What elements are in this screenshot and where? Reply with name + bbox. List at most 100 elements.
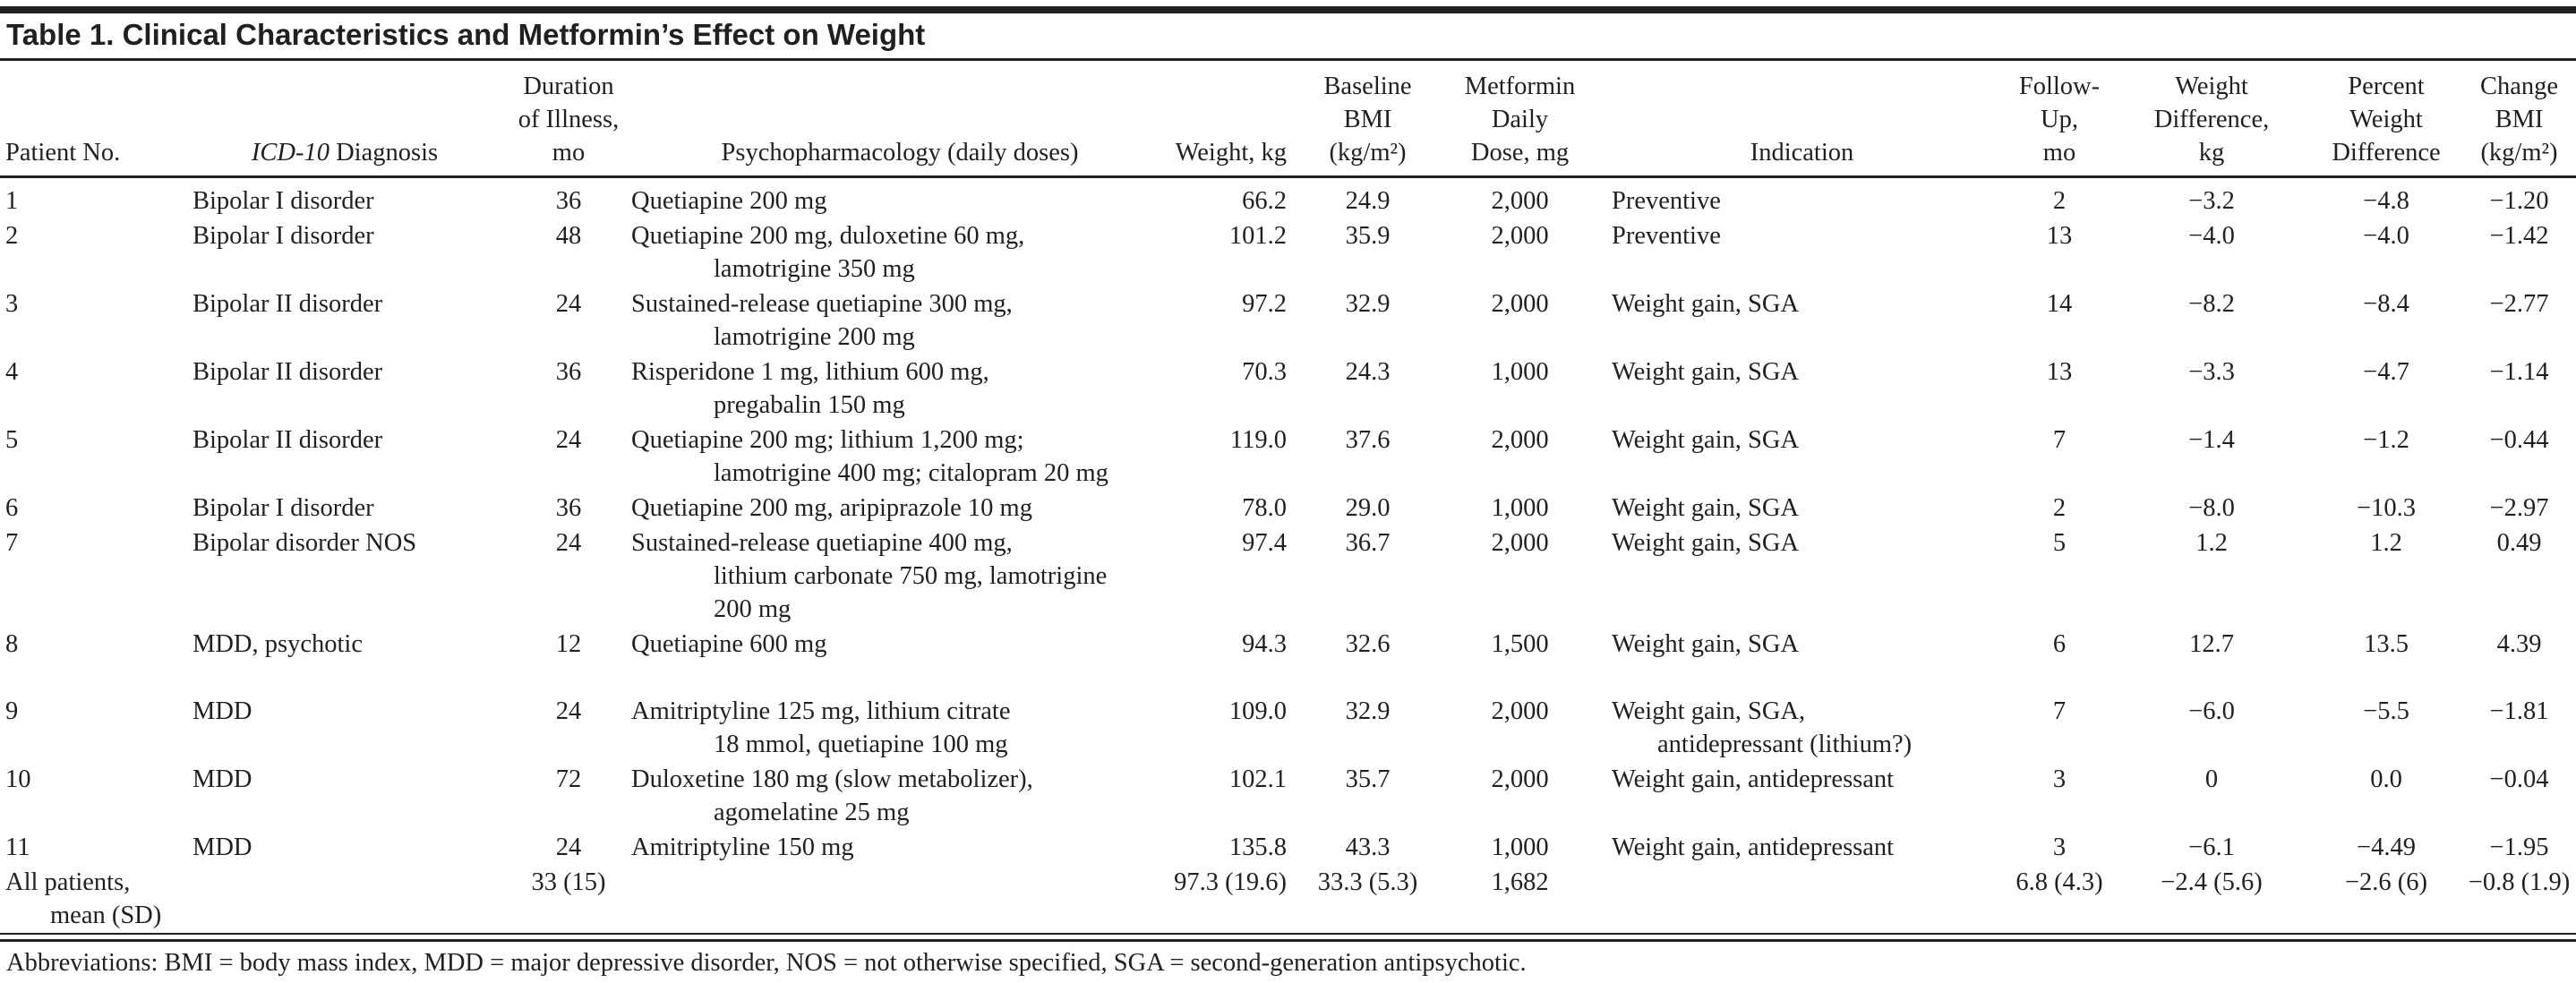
cell-indication: Weight gain, SGA, antidepressant (lithiu… [1612,697,1913,758]
cell-patient-no: 3 [5,290,19,318]
cell-weight-diff: −8.2 [2188,290,2235,318]
cell-diagnosis: Bipolar I disorder [193,222,374,250]
cell-indication: Weight gain, SGA [1612,494,1800,522]
cell-followup: 14 [2046,290,2073,318]
cell-weight-diff: 1.2 [2195,529,2228,557]
cell-bmi: 36.7 [1345,529,1391,557]
table-title: Table 1. Clinical Characteristics and Me… [6,18,926,51]
cell-patient-no: All patients, mean (SD) [5,868,162,929]
cell-bmi: 32.9 [1345,697,1391,725]
cell-patient-no: 1 [5,187,19,215]
cell-bmi: 24.9 [1345,187,1391,215]
cell-bmi: 35.9 [1345,222,1391,250]
cell-duration: 33 (15) [531,868,606,896]
col-header-psychopharmacology: Psychopharmacology (daily doses) [631,61,1168,178]
cell-psychopharm [631,865,1168,933]
cell-weight-diff: −4.0 [2188,222,2235,250]
cell-followup: 6.8 (4.3) [2015,868,2103,896]
cell-weight-diff: −1.4 [2188,426,2235,454]
cell-duration: 36 [555,494,582,522]
cell-metformin: 2,000 [1491,222,1549,250]
cell-metformin: 1,000 [1491,358,1549,386]
col-header-weight: Weight, kg [1168,61,1294,178]
cell-psychopharm: Amitriptyline 125 mg, lithium citrate 18… [631,697,1011,758]
table-row: 9 MDD 24 Amitriptyline 125 mg, lithium citr… [0,694,2576,762]
cell-metformin: 2,000 [1491,187,1549,215]
cell-duration: 24 [555,529,582,557]
cell-psychopharm: Quetiapine 200 mg, duloxetine 60 mg, lam… [631,222,1025,283]
cell-bmi: 24.3 [1345,358,1391,386]
col-header-baseline-bmi: Baseline BMI (kg/m²) [1294,61,1442,178]
cell-weight-diff: −3.3 [2188,358,2235,386]
cell-bmi: 43.3 [1345,833,1391,861]
cell-diagnosis: Bipolar I disorder [193,494,374,522]
cell-followup: 7 [2052,697,2067,725]
cell-psychopharm: Quetiapine 200 mg; lithium 1,200 mg; lam… [631,426,1108,487]
cell-pct-diff: −5.5 [2363,697,2409,725]
cell-psychopharm: Quetiapine 200 mg [631,187,827,215]
cell-pct-diff: −2.6 (6) [2344,868,2428,896]
cell-weight: 119.0 [1229,426,1287,454]
cell-duration: 24 [555,290,582,318]
cell-weight: 70.3 [1242,358,1287,386]
cell-patient-no: 2 [5,222,19,250]
cell-change-bmi: −0.04 [2489,765,2549,793]
cell-diagnosis: Bipolar II disorder [193,290,383,318]
cell-indication: Weight gain, SGA [1612,529,1800,557]
cell-indication: Weight gain, SGA [1612,358,1800,386]
cell-metformin: 2,000 [1491,529,1549,557]
cell-indication: Weight gain, SGA [1612,630,1800,658]
cell-weight-diff: −2.4 (5.6) [2161,868,2263,896]
cell-followup: 3 [2052,833,2067,861]
cell-pct-diff: 1.2 [2370,529,2402,557]
summary-row: All patients, mean (SD) 33 (15) 97.3 (19.6… [0,865,2576,933]
cell-patient-no: 10 [5,765,31,793]
cell-change-bmi: −2.97 [2489,494,2549,522]
cell-patient-no: 8 [5,630,19,658]
cell-indication: Weight gain, antidepressant [1612,765,1895,793]
cell-weight: 97.4 [1242,529,1287,557]
cell-pct-diff: −4.8 [2363,187,2409,215]
cell-metformin: 2,000 [1491,765,1549,793]
cell-diagnosis: Bipolar II disorder [193,358,383,386]
cell-psychopharm: Duloxetine 180 mg (slow metabolizer), ag… [631,765,1033,826]
cell-psychopharm: Quetiapine 200 mg, aripiprazole 10 mg [631,494,1032,522]
cell-duration: 36 [555,358,582,386]
cell-followup: 3 [2052,765,2067,793]
cell-pct-diff: −1.2 [2363,426,2409,454]
cell-followup: 13 [2046,222,2073,250]
cell-indication: Weight gain, SGA [1612,290,1800,318]
col-header-duration: Duration of Illness, mo [506,61,631,178]
cell-weight: 94.3 [1242,630,1287,658]
cell-bmi: 32.9 [1345,290,1391,318]
cell-patient-no: 5 [5,426,19,454]
cell-indication: Preventive [1612,222,1721,250]
cell-change-bmi: 0.49 [2496,529,2542,557]
cell-diagnosis: MDD [193,765,252,793]
col-header-weight-difference: Weight Difference, kg [2113,61,2310,178]
cell-diagnosis [184,865,506,933]
cell-metformin: 1,682 [1491,868,1549,896]
cell-psychopharm: Risperidone 1 mg, lithium 600 mg, pregab… [631,358,989,419]
table-row: 6 Bipolar I disorder 36 Quetiapine 200 mg, … [0,491,2576,526]
cell-bmi: 33.3 (5.3) [1317,868,1418,896]
col-header-metformin-dose: Metformin Daily Dose, mg [1442,61,1598,178]
cell-duration: 24 [555,697,582,725]
diagnosis-label: Diagnosis [329,139,439,167]
table-row: 4 Bipolar II disorder 36 Risperidone 1 mg, … [0,355,2576,423]
cell-diagnosis: Bipolar II disorder [193,426,383,454]
cell-pct-diff: 0.0 [2370,765,2402,793]
cell-change-bmi: −1.95 [2489,833,2549,861]
cell-patient-no: 9 [5,697,19,725]
col-header-change-bmi: Change BMI (kg/m²) [2462,61,2576,178]
cell-psychopharm: Sustained-release quetiapine 300 mg, lam… [631,290,1013,351]
abbreviations-footnote: Abbreviations: BMI = body mass index, MD… [6,949,1527,977]
cell-diagnosis: Bipolar I disorder [193,187,374,215]
cell-weight-diff: −6.1 [2188,833,2235,861]
cell-patient-no: 4 [5,358,19,386]
cell-weight-diff: 0 [2204,765,2219,793]
cell-followup: 5 [2052,529,2067,557]
cell-pct-diff: −4.7 [2363,358,2409,386]
table-row: 11 MDD 24 Amitriptyline 150 mg 135.8 43.3 1,00… [0,830,2576,865]
cell-metformin: 2,000 [1491,697,1549,725]
